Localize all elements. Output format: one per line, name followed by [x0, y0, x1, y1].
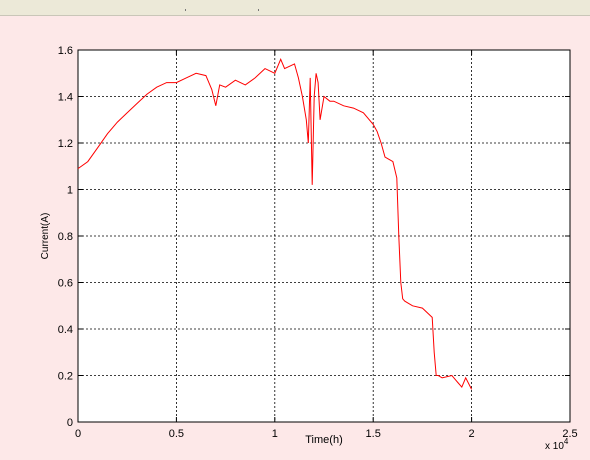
current-vs-time-chart: 0 0.5 1 1.5 2 2.5 0 0.2 0.4 0.6 0.8 1 1.2 1.4 1.6 Tim… — [40, 45, 578, 452]
series-line-current — [77, 58, 473, 390]
x-multiplier-label: x 104 — [545, 437, 569, 452]
x-tick-label: 0.5 — [169, 428, 184, 440]
y-tick-label: 1.6 — [58, 45, 73, 57]
y-tick-labels: 0 0.2 0.4 0.6 0.8 1 1.2 1.4 1.6 — [58, 45, 73, 429]
x-tick-labels: 0 0.5 1 1.5 2 2.5 — [75, 428, 578, 440]
y-tick-label: 1.4 — [58, 92, 73, 104]
x-tick-label: 2 — [469, 428, 475, 440]
y-tick-label: 0.6 — [58, 278, 73, 290]
x-axis-label: Time(h) — [305, 434, 342, 446]
y-axis-label: Current(A) — [40, 213, 51, 260]
window-toolbar-strip — [0, 0, 590, 16]
y-tick-label: 0.2 — [58, 371, 73, 383]
axis-ticks — [77, 49, 571, 423]
y-tick-label: 0 — [67, 417, 73, 429]
x-tick-label: 2.5 — [562, 428, 577, 440]
y-tick-label: 0.8 — [58, 231, 73, 243]
x-tick-label: 1 — [272, 428, 278, 440]
x-tick-label: 1.5 — [366, 428, 381, 440]
y-tick-label: 0.4 — [58, 324, 73, 336]
y-tick-label: 1.2 — [58, 138, 73, 150]
y-tick-label: 1 — [67, 185, 73, 197]
x-tick-label: 0 — [75, 428, 81, 440]
